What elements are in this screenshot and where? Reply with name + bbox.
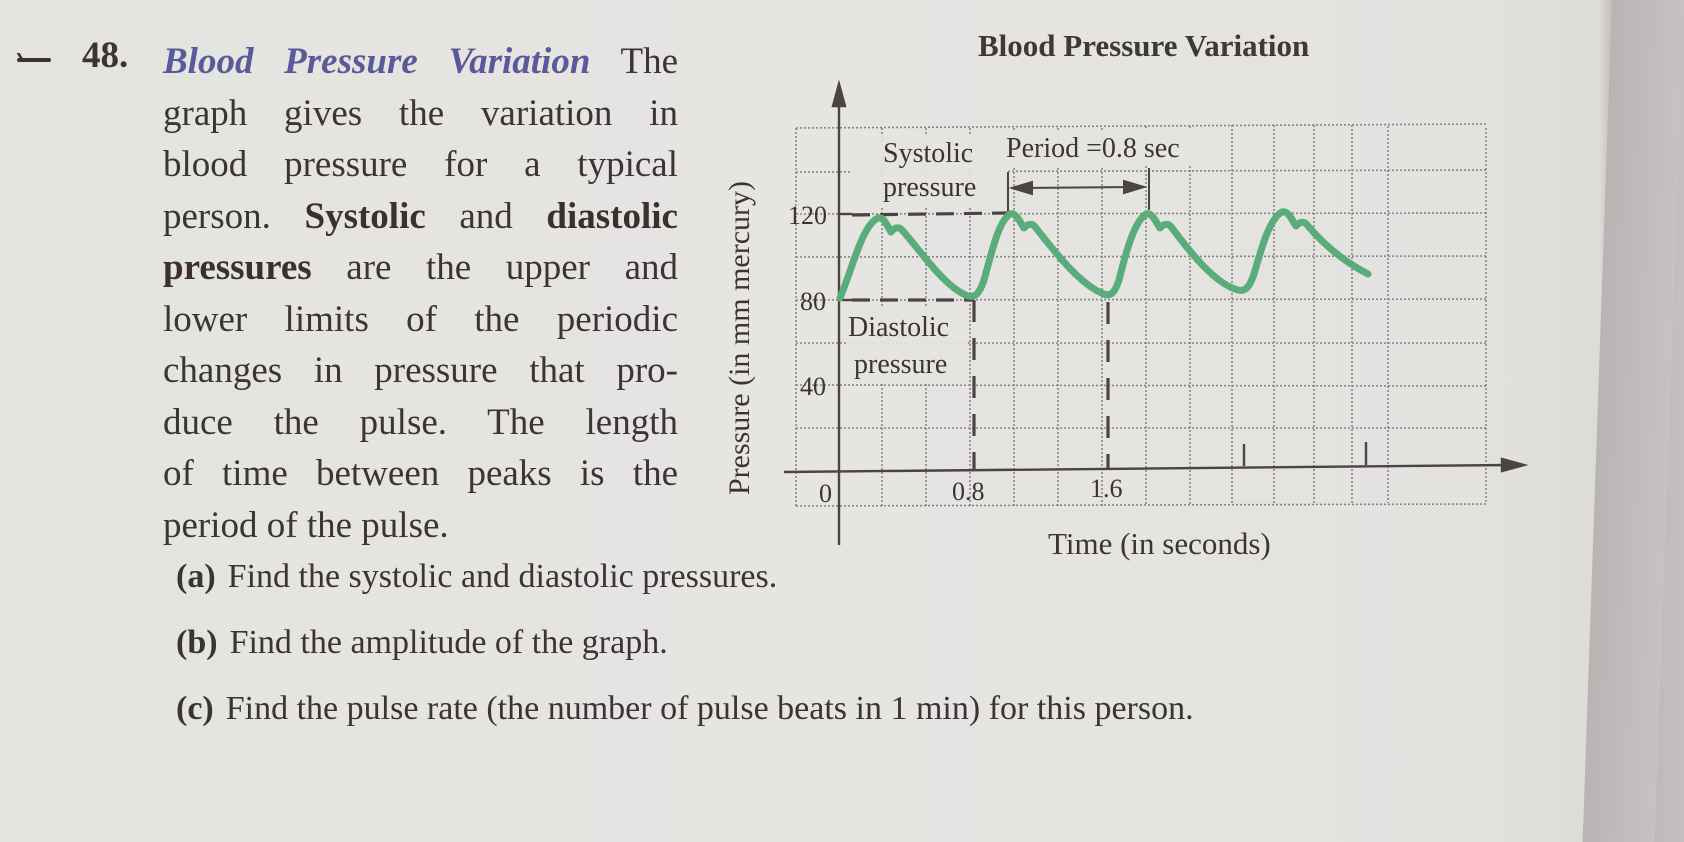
- arrow-left-icon: [1008, 180, 1033, 196]
- x-tick-1-6: 1.6: [1090, 474, 1123, 503]
- x-tick-0-8: 0.8: [952, 477, 985, 506]
- term-diastolic: diastolic: [546, 195, 678, 237]
- term-systolic: Systolic: [304, 195, 426, 237]
- period-label: Period =0.8 sec: [1006, 133, 1180, 164]
- statement-line-9: of time between peaks is the: [163, 453, 678, 494]
- statement-line-3: blood pressure for a typical: [163, 144, 678, 185]
- chart-title: Blood Pressure Variation: [978, 28, 1310, 63]
- question-a-label: (a): [176, 558, 216, 595]
- blood-pressure-curve: [836, 208, 1372, 302]
- tick-labels: 120 80 40 0 0.8 1.6: [788, 201, 1123, 508]
- statement-line-7: changes in pressure that pro-: [163, 350, 678, 391]
- problem-statement: Blood Pressure Variation The graph gives…: [163, 36, 678, 551]
- x-axis: [783, 463, 1511, 474]
- statement-line-4: person. Systolic and diastolic: [163, 191, 678, 243]
- x-axis-arrow-icon: [1500, 457, 1529, 473]
- reference-lines: [851, 211, 1110, 470]
- systolic-label-1: Systolic: [883, 138, 973, 169]
- margin-check-icon: [17, 58, 51, 62]
- question-a-text: Find the systolic and diastolic pressure…: [227, 558, 778, 595]
- y-axis-arrow-icon: [831, 79, 847, 108]
- statement-line-2: graph gives the variation in: [163, 92, 678, 134]
- statement-text: The: [590, 41, 678, 82]
- statement-text: are the upper and: [311, 247, 678, 288]
- y-tick-120: 120: [788, 201, 827, 230]
- period-annotation: [1007, 168, 1150, 214]
- grid: [795, 123, 1487, 507]
- question-a: (a) Find the systolic and diastolic press…: [176, 558, 777, 596]
- y-tick-40: 40: [800, 372, 826, 401]
- diastolic-label-1: Diastolic: [848, 312, 949, 343]
- systolic-label-2: pressure: [883, 172, 976, 203]
- question-b: (b) Find the amplitude of the graph.: [176, 624, 668, 662]
- statement-line-1: Blood Pressure Variation The: [163, 36, 678, 88]
- minor-ticks: [1242, 442, 1368, 466]
- arrow-right-icon: [1123, 179, 1148, 195]
- question-b-text: Find the amplitude of the graph.: [229, 624, 668, 661]
- question-b-label: (b): [176, 624, 218, 661]
- statement-line-6: lower limits of the periodic: [163, 298, 678, 340]
- statement-line-5: pressures are the upper and: [163, 242, 678, 294]
- y-tick-80: 80: [800, 287, 826, 316]
- problem-title: Blood Pressure Variation: [163, 41, 591, 82]
- statement-text: person.: [163, 195, 305, 237]
- question-c: (c) Find the pulse rate (the number of pu…: [176, 690, 1194, 728]
- x-axis-label: Time (in seconds): [1048, 526, 1271, 561]
- question-c-label: (c): [176, 690, 214, 727]
- diastolic-label-2: pressure: [854, 349, 947, 380]
- statement-text: and: [425, 195, 547, 237]
- axes: [783, 79, 1529, 545]
- question-c-text: Find the pulse rate (the number of pulse…: [225, 690, 1194, 727]
- term-pressures: pressures: [163, 247, 312, 288]
- y-tick-0: 0: [819, 479, 832, 508]
- statement-line-10: period of the pulse.: [163, 504, 449, 546]
- problem-number: 48.: [82, 35, 129, 76]
- statement-line-8: duce the pulse. The length: [163, 401, 678, 443]
